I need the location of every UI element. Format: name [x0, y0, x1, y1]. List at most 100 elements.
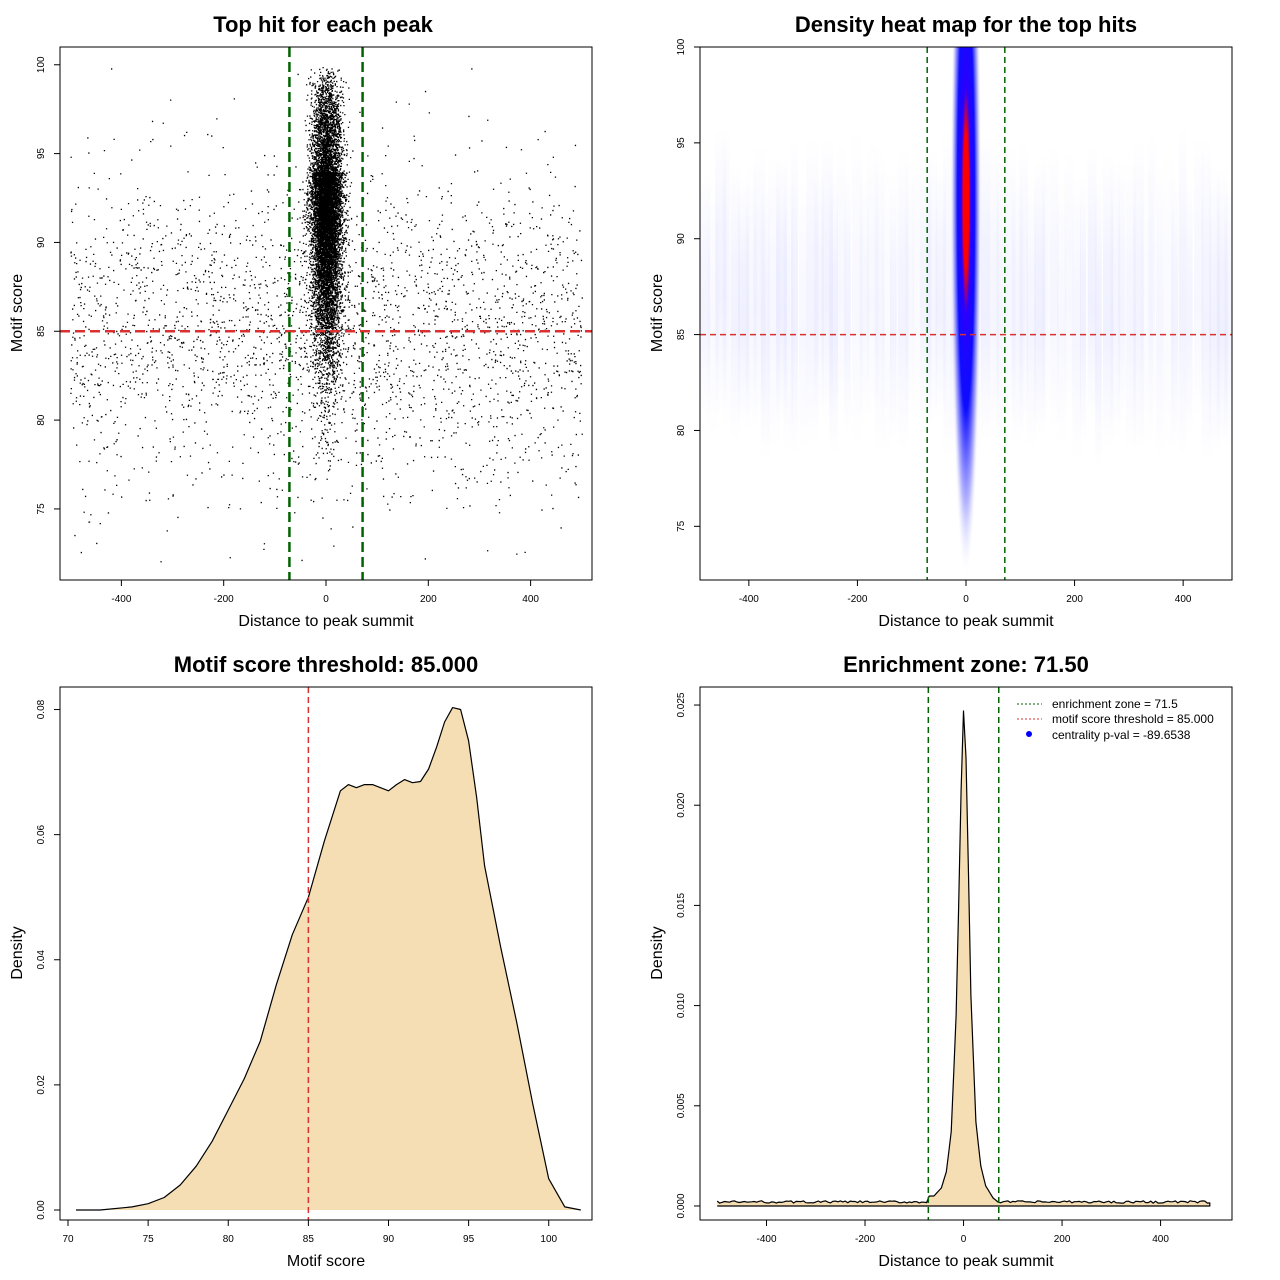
heat-background-cell	[1057, 178, 1066, 445]
y-axis: 75 80 85 90 95 100	[36, 56, 60, 514]
heat-background-cell	[1026, 179, 1036, 448]
heat-background-cell	[1064, 149, 1073, 414]
x-tick-label: 75	[143, 1234, 155, 1245]
x-tick-label: -400	[739, 594, 759, 605]
x-axis-label: Distance to peak summit	[878, 613, 1054, 630]
scatter-panel: Top hit for each peak -400 -200 0 200 400 75…	[9, 12, 593, 630]
heat-background-cell	[707, 178, 719, 436]
y-tick-label: 0.005	[676, 1093, 687, 1118]
y-tick-label: 0.000	[676, 1193, 687, 1218]
heat-background-cell	[874, 151, 885, 452]
x-tick-label: -200	[214, 594, 234, 605]
density-curve	[716, 710, 1211, 1207]
heat-background-cell	[776, 159, 787, 422]
heat-background-cell	[852, 129, 863, 445]
x-tick-label: 100	[540, 1234, 557, 1245]
scatter-points	[70, 67, 583, 563]
heat-background-cell	[1209, 164, 1220, 454]
heat-background-cell	[935, 162, 946, 419]
heat-background-cell	[829, 170, 838, 454]
y-tick-label: 75	[676, 520, 687, 532]
y-tick-label: 100	[676, 38, 687, 55]
x-axis: -400 -200 0 200 400	[739, 580, 1192, 605]
heat-background-cell	[1087, 146, 1097, 421]
score-density-panel: Motif score threshold: 85.000 70 75 80 85 90…	[9, 652, 593, 1270]
x-axis-label: Motif score	[287, 1253, 365, 1270]
heat-background-cell	[722, 129, 730, 426]
y-axis-label: Motif score	[9, 274, 26, 352]
y-tick-label: 90	[676, 233, 687, 245]
heat-background-cell	[1095, 179, 1102, 466]
chart-title: Motif score threshold: 85.000	[174, 652, 478, 677]
heat-background-cell	[700, 172, 710, 418]
y-axis-label: Motif score	[649, 274, 666, 352]
heat-background-cell	[814, 164, 824, 413]
x-axis-label: Distance to peak summit	[238, 613, 414, 630]
heat-background-cell	[867, 140, 879, 420]
heat-background-cell	[996, 159, 1004, 443]
density-curve	[76, 707, 581, 1211]
heat-background-cell	[1034, 161, 1046, 436]
plot-area	[716, 687, 1211, 1220]
heat-background-cell	[1171, 175, 1179, 448]
y-axis-label: Density	[649, 926, 666, 979]
y-tick-label: 0.025	[676, 692, 687, 717]
chart-title: Enrichment zone: 71.50	[843, 652, 1089, 677]
y-tick-label: 95	[676, 137, 687, 149]
heat-background-cell	[1201, 138, 1211, 461]
heat-background-cell	[806, 137, 819, 443]
heat-background-cell	[768, 153, 781, 449]
x-tick-label: 400	[1152, 1234, 1169, 1245]
heat-background-cell	[1156, 162, 1164, 457]
heat-background-cell	[943, 126, 955, 459]
heat-background-cell	[1148, 127, 1156, 427]
x-tick-label: 80	[223, 1234, 235, 1245]
heat-background-cell	[844, 170, 851, 432]
y-tick-label: 0.04	[36, 950, 47, 970]
heat-background-cell	[905, 157, 915, 418]
heat-background-cell	[791, 139, 798, 455]
x-tick-label: 400	[1175, 594, 1192, 605]
heat-background-cell	[1224, 180, 1232, 445]
heat-background-cell	[783, 163, 794, 454]
chart-title: Top hit for each peak	[213, 12, 433, 37]
heat-background-cell	[715, 127, 727, 413]
heat-background-cell	[1110, 160, 1121, 440]
heat-background-cell	[882, 166, 891, 459]
chart-title: Density heat map for the top hits	[795, 12, 1137, 37]
heat-background-cell	[1194, 134, 1204, 420]
y-tick-label: 80	[36, 414, 47, 426]
y-tick-label: 80	[676, 424, 687, 436]
y-tick-label: 0.015	[676, 892, 687, 917]
x-tick-label: -400	[111, 594, 131, 605]
x-tick-label: 200	[420, 594, 437, 605]
legend-label-pval: centrality p-val = -89.6538	[1052, 728, 1191, 742]
x-tick-label: 70	[62, 1234, 74, 1245]
y-tick-label: 0.00	[36, 1200, 47, 1220]
x-axis: -400 -200 0 200 400	[111, 580, 539, 605]
heat-background-cell	[1178, 128, 1187, 457]
heat-background-cell	[1011, 169, 1024, 446]
heat-background-cell	[1080, 176, 1087, 440]
x-tick-label: 90	[383, 1234, 395, 1245]
plot-area	[76, 687, 581, 1220]
heat-background-cell	[1102, 154, 1114, 448]
heat-background-cell	[1133, 139, 1144, 451]
y-tick-label: 90	[36, 236, 47, 248]
heat-background-cell	[920, 150, 932, 436]
heat-background-cell	[1216, 167, 1228, 445]
heat-background-cell	[1042, 151, 1049, 414]
x-axis-label: Distance to peak summit	[878, 1253, 1054, 1270]
x-tick-label: 95	[463, 1234, 475, 1245]
y-axis: 0.000 0.005 0.010 0.015 0.020 0.025	[676, 692, 700, 1218]
heat-background-cell	[1125, 162, 1136, 450]
heat-background-cell	[897, 150, 909, 450]
heatmap-panel: Density heat map for the top hits -400 -2…	[649, 12, 1233, 630]
heat-background-cell	[859, 176, 869, 418]
heat-background-cell	[1140, 162, 1153, 449]
heat-background-cell	[1004, 144, 1016, 422]
x-tick-label: -200	[855, 1234, 875, 1245]
x-tick-label: 0	[323, 594, 329, 605]
heat-background-cell	[821, 138, 833, 420]
